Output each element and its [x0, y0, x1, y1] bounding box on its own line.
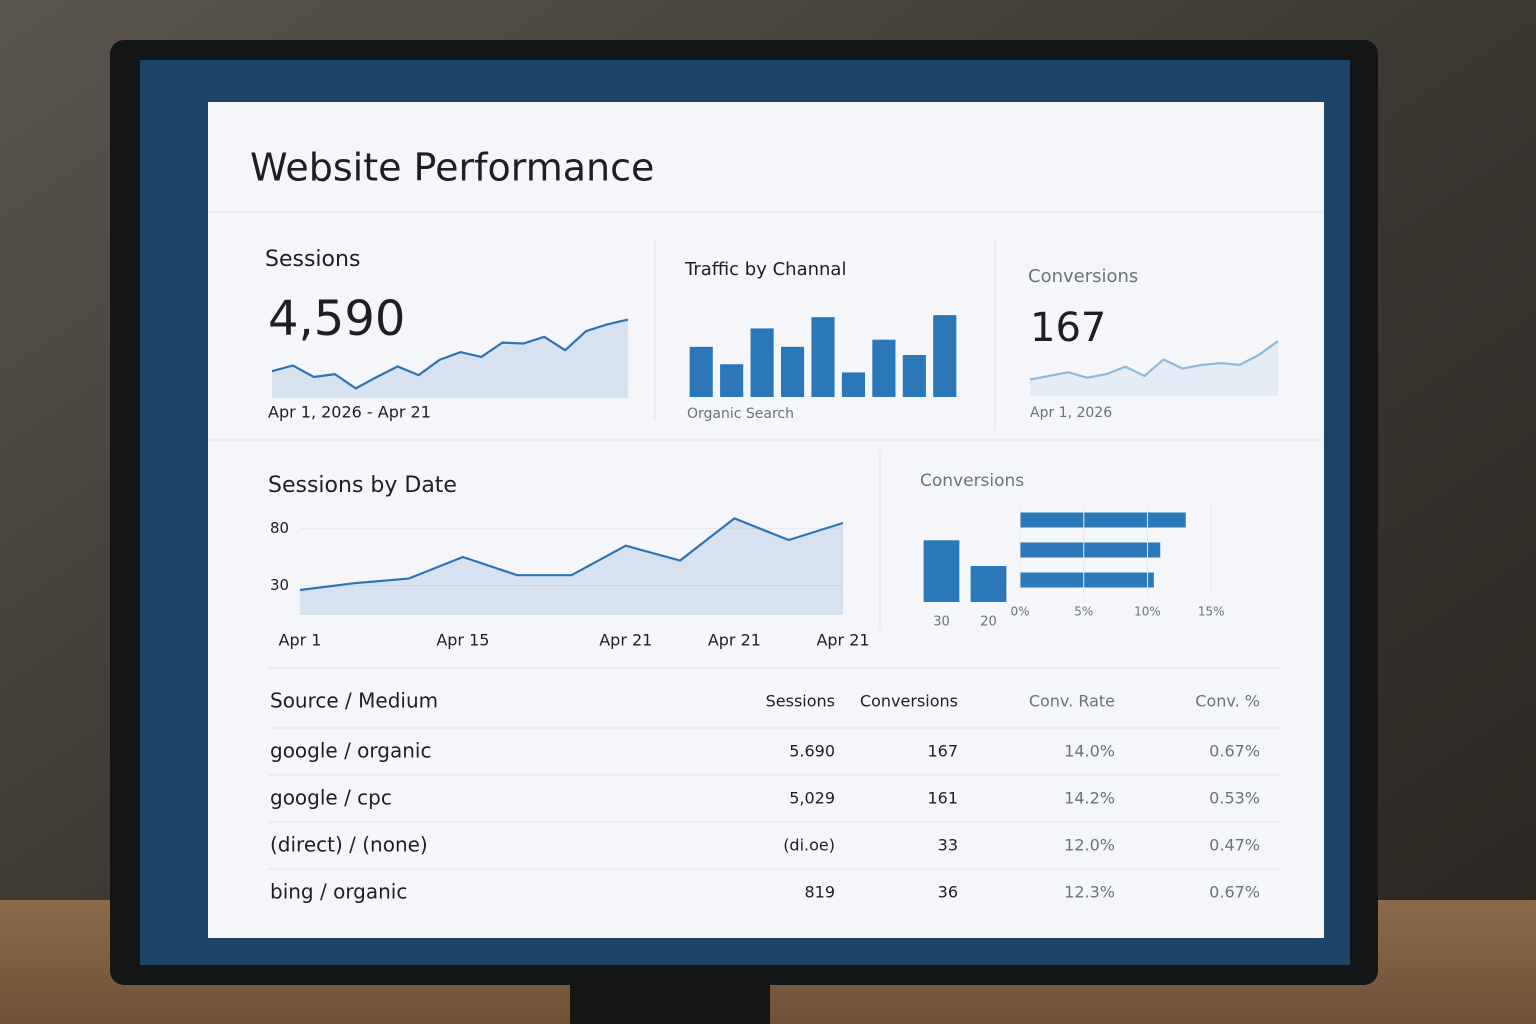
card-value: 167 [1030, 305, 1106, 351]
line [1029, 340, 1279, 381]
x-tick-label: 30 [933, 615, 950, 630]
table-header: Sessions [766, 692, 835, 711]
line [299, 517, 844, 592]
area [300, 518, 843, 615]
table-header: Conv. Rate [1029, 692, 1115, 711]
table-cell: 36 [938, 883, 958, 902]
card-caption: Apr 1, 2026 [1030, 405, 1112, 421]
table-cell: 14.2% [1064, 789, 1115, 808]
table-cell: bing / organic [270, 880, 407, 904]
bar [923, 540, 960, 602]
bar [689, 346, 713, 397]
x-tick-label: 20 [980, 615, 997, 630]
x-tick-label: 0% [1010, 605, 1029, 619]
table-cell: 161 [927, 789, 958, 808]
section-title: Sessions by Date [268, 473, 457, 498]
bar [970, 566, 1007, 602]
bar [1020, 512, 1186, 528]
table-cell: 0.53% [1209, 789, 1260, 808]
card-title: Sessions [265, 247, 360, 272]
card-caption: Organic Search [687, 406, 794, 422]
bar [780, 346, 805, 397]
bar [872, 339, 896, 397]
card-value: 4,590 [268, 291, 405, 347]
table-cell: 0.47% [1209, 836, 1260, 855]
table-header: Conversions [860, 692, 958, 711]
table-cell: google / cpc [270, 786, 392, 810]
x-tick-label: Apr 21 [599, 631, 652, 650]
bar [933, 315, 957, 397]
bar [1020, 572, 1154, 588]
table-header: Source / Medium [270, 689, 438, 713]
table-cell: google / organic [270, 739, 431, 763]
table-cell: (di.oe) [783, 836, 835, 855]
section-title: Conversions [920, 471, 1024, 491]
table-cell: (direct) / (none) [270, 833, 428, 857]
dashboard-title: Website Performance [250, 146, 654, 190]
bar [750, 328, 774, 397]
y-tick-label: 80 [270, 519, 289, 537]
x-tick-label: Apr 15 [436, 631, 489, 650]
line [271, 318, 629, 390]
table-cell: 0.67% [1209, 742, 1260, 761]
table-cell: 5,029 [789, 789, 835, 808]
x-tick-label: 10% [1134, 605, 1161, 619]
x-tick-label: Apr 21 [816, 631, 869, 650]
table-cell: 0.67% [1209, 883, 1260, 902]
bar [811, 317, 835, 397]
x-tick-label: 5% [1074, 605, 1093, 619]
table-cell: 12.3% [1064, 883, 1115, 902]
bar [841, 372, 866, 397]
bar [720, 364, 744, 397]
x-tick-label: 15% [1198, 605, 1225, 619]
table-cell: 14.0% [1064, 742, 1115, 761]
x-tick-label: Apr 1 [279, 631, 322, 650]
table-cell: 12.0% [1064, 836, 1115, 855]
table-cell: 5.690 [789, 742, 835, 761]
card-title: Conversions [1028, 266, 1138, 287]
card-caption: Apr 1, 2026 - Apr 21 [268, 403, 431, 422]
bar [1020, 542, 1161, 558]
table-cell: 167 [927, 742, 958, 761]
card-title: Traffic by Channal [684, 259, 846, 280]
x-tick-label: Apr 21 [708, 631, 761, 650]
table-cell: 819 [804, 883, 835, 902]
table-cell: 33 [938, 836, 958, 855]
y-tick-label: 30 [270, 576, 289, 594]
table-header: Conv. % [1195, 692, 1260, 711]
bar [902, 355, 926, 397]
